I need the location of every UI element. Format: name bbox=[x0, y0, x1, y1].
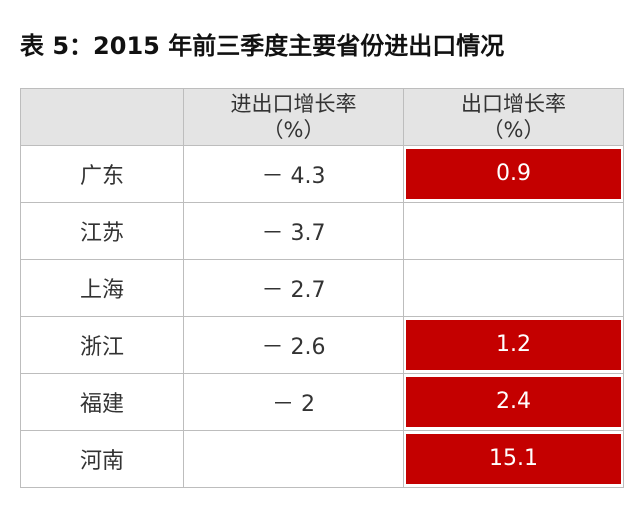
header-row: 进出口增长率 （%） 出口增长率 （%） bbox=[20, 88, 624, 146]
table-row: 上海 － 2.7 bbox=[20, 259, 624, 317]
highlight-cell: 0.9 bbox=[406, 149, 621, 199]
table-cell bbox=[183, 430, 404, 488]
header-text: 出口增长率 bbox=[461, 92, 566, 116]
header-cell: 出口增长率 （%） bbox=[403, 88, 624, 146]
highlight-cell: 15.1 bbox=[406, 434, 621, 484]
table-cell: 广东 bbox=[20, 145, 184, 203]
cell-text: － 2 bbox=[272, 392, 315, 417]
cell-text: 福建 bbox=[79, 392, 124, 417]
header-cell bbox=[20, 88, 184, 146]
cell-text: 浙江 bbox=[79, 335, 124, 360]
table-cell: 江苏 bbox=[20, 202, 184, 260]
table-row: 浙江 － 2.6 1.2 bbox=[20, 316, 624, 374]
table-cell: － 2.6 bbox=[183, 316, 404, 374]
cell-text: 江苏 bbox=[79, 221, 124, 246]
cell-text: － 3.7 bbox=[261, 221, 326, 246]
header-text: （%） bbox=[482, 118, 545, 142]
table-cell: 福建 bbox=[20, 373, 184, 431]
table-cell: 浙江 bbox=[20, 316, 184, 374]
table-cell: 2.4 bbox=[403, 373, 624, 431]
table-cell: 15.1 bbox=[403, 430, 624, 488]
title: 表 5：2015 年前三季度主要省份进出口情况 bbox=[20, 32, 505, 60]
table-cell: 1.2 bbox=[403, 316, 624, 374]
highlight-cell: 1.2 bbox=[406, 320, 621, 370]
header-text: （%） bbox=[262, 118, 325, 142]
cell-text: 广东 bbox=[79, 164, 124, 189]
table-cell: － 2.7 bbox=[183, 259, 404, 317]
table-cell: － 4.3 bbox=[183, 145, 404, 203]
table-row: 河南 15.1 bbox=[20, 430, 624, 488]
table-row: 广东 － 4.3 0.9 bbox=[20, 145, 624, 203]
cell-text: － 4.3 bbox=[261, 164, 326, 189]
table-cell bbox=[403, 259, 624, 317]
highlight-cell: 2.4 bbox=[406, 377, 621, 427]
header-cell: 进出口增长率 （%） bbox=[183, 88, 404, 146]
table-cell bbox=[403, 202, 624, 260]
table-row: 江苏 － 3.7 bbox=[20, 202, 624, 260]
table-cell: － 3.7 bbox=[183, 202, 404, 260]
table-cell: － 2 bbox=[183, 373, 404, 431]
header-text: 进出口增长率 bbox=[230, 92, 357, 116]
table-cell: 河南 bbox=[20, 430, 184, 488]
table-cell: 0.9 bbox=[403, 145, 624, 203]
table-cell: 上海 bbox=[20, 259, 184, 317]
cell-text: － 2.6 bbox=[261, 335, 326, 360]
cell-text: 上海 bbox=[79, 278, 124, 303]
table-row: 福建 － 2 2.4 bbox=[20, 373, 624, 431]
cell-text: － 2.7 bbox=[261, 278, 326, 303]
table: 进出口增长率 （%） 出口增长率 （%） 广东－ 4.3 0.9 江苏－ 3.7 上海－ 2.… bbox=[20, 88, 624, 488]
cell-text: 河南 bbox=[79, 449, 124, 474]
